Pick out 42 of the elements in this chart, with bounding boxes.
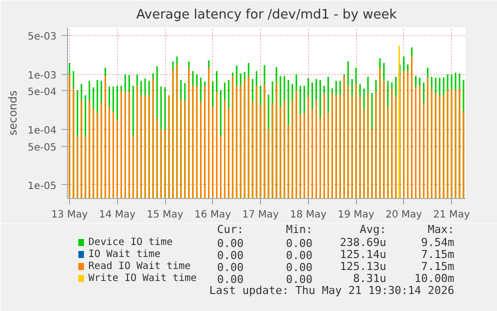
text: 9.54m [421, 236, 455, 249]
text: 7.15m [421, 260, 455, 273]
y-tick-label: 5e-05 [28, 142, 57, 154]
y-tick-label: 5e-03 [28, 32, 57, 43]
text: 0.00 [286, 273, 313, 286]
x-tick-label: 17 May [242, 210, 279, 220]
y-tick-label: 1e-05 [28, 180, 57, 192]
y-tick-label: 1e-03 [28, 70, 57, 82]
text: 125.14u [340, 248, 386, 261]
text: 0.00 [217, 249, 244, 262]
text: Avg: [360, 223, 386, 236]
text: 238.69u [340, 236, 386, 249]
chart-title: Average latency for /dev/md1 - by week [136, 8, 398, 22]
text: 125.13u [340, 260, 386, 273]
x-tick-label: 15 May [146, 210, 184, 220]
y-tick-label: 5e-04 [28, 86, 57, 98]
text: 0.00 [286, 237, 313, 250]
text: Min: [286, 223, 313, 236]
x-tick-label: 14 May [98, 210, 136, 220]
x-tick-label: 13 May [51, 210, 88, 220]
x-tick-label: 18 May [290, 210, 327, 220]
y-axis-title: seconds [6, 90, 20, 136]
legend-label: IO Wait time [88, 249, 161, 260]
legend-label: Write IO Wait time [88, 273, 197, 284]
text: 0.00 [286, 261, 313, 274]
text: 0.00 [217, 273, 244, 286]
text: 0.00 [286, 249, 313, 262]
x-tick-label: 19 May [338, 210, 374, 220]
x-tick-label: 21 May [433, 210, 470, 220]
x-tick-label: 20 May [386, 210, 422, 220]
text: 0.00 [217, 237, 244, 250]
text: 8.31u [353, 272, 386, 285]
text: Cur: [217, 223, 244, 236]
text: 0.00 [217, 261, 244, 274]
legend-label: Read IO Wait time [88, 261, 191, 272]
legend-label: Device IO time [88, 237, 173, 248]
text: Last update: Thu May 21 19:30:14 2026 [209, 284, 454, 297]
y-tick-label: 1e-04 [28, 126, 57, 137]
text: 7.15m [421, 248, 455, 261]
text: Max: [428, 223, 454, 236]
x-tick-label: 16 May [194, 210, 232, 220]
text: 10.00m [414, 272, 455, 285]
